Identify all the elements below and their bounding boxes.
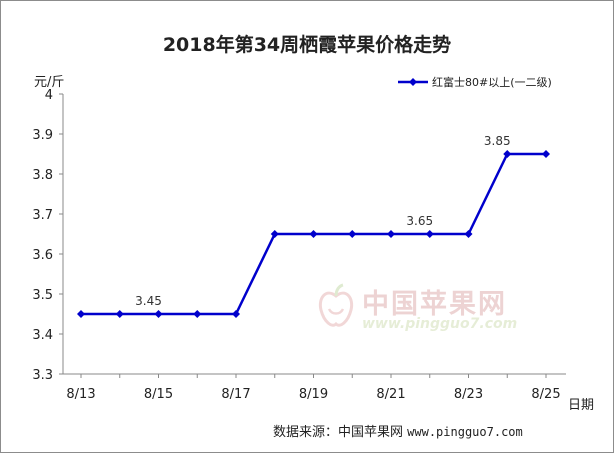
data-labels: 3.45 3.65 3.85 bbox=[135, 134, 510, 308]
data-point bbox=[348, 230, 357, 238]
data-label: 3.65 bbox=[406, 214, 433, 228]
chart-title: 2018年第34周栖霞苹果价格走势 bbox=[162, 34, 452, 56]
y-tick-label: 3.9 bbox=[32, 128, 53, 143]
source-note: 数据来源：中国苹果网 www.pingguo7.com bbox=[273, 421, 523, 440]
y-axis-label: 元/斤 bbox=[34, 75, 64, 90]
y-tick-label: 3.3 bbox=[32, 368, 53, 383]
data-point bbox=[309, 230, 318, 238]
data-label: 3.45 bbox=[135, 294, 162, 308]
legend: 红富士80#以上(一二级) bbox=[398, 75, 552, 89]
data-point bbox=[425, 230, 434, 238]
data-point bbox=[77, 310, 85, 318]
x-tick-label: 8/15 bbox=[144, 387, 173, 402]
x-tick-label: 8/17 bbox=[221, 387, 250, 402]
y-axis-ticks: 3.3 3.4 3.5 3.6 3.7 3.8 3.9 4 bbox=[32, 88, 63, 383]
data-point bbox=[503, 150, 512, 158]
source-label: 数据来源：中国苹果网 bbox=[273, 425, 404, 440]
watermark-url: www.pingguo7.com bbox=[362, 316, 518, 332]
data-point bbox=[270, 230, 279, 238]
y-tick-label: 3.6 bbox=[32, 248, 53, 263]
watermark: 中国苹果网 www.pingguo7.com bbox=[316, 282, 546, 336]
x-tick-label: 8/13 bbox=[66, 387, 95, 402]
x-tick-label: 8/21 bbox=[376, 387, 405, 402]
x-tick-label: 8/23 bbox=[454, 387, 483, 402]
legend-entry: 红富士80#以上(一二级) bbox=[432, 75, 552, 89]
data-point bbox=[464, 230, 473, 238]
series-layer bbox=[77, 150, 550, 318]
data-point bbox=[387, 230, 395, 238]
data-point bbox=[154, 310, 163, 318]
data-point bbox=[542, 150, 550, 158]
data-point bbox=[232, 310, 240, 318]
watermark-name: 中国苹果网 bbox=[362, 289, 507, 320]
data-point bbox=[115, 310, 124, 318]
x-axis-ticks: 8/13 8/15 8/17 8/19 8/21 8/23 8/25 bbox=[66, 374, 561, 402]
apple-logo-icon bbox=[318, 283, 354, 327]
chart-axes bbox=[62, 94, 566, 375]
x-tick-label: 8/19 bbox=[299, 387, 328, 402]
y-tick-label: 3.7 bbox=[32, 208, 53, 223]
x-tick-label: 8/25 bbox=[531, 387, 560, 402]
y-tick-label: 4 bbox=[45, 88, 53, 103]
data-point bbox=[193, 310, 202, 318]
y-tick-label: 3.8 bbox=[32, 168, 53, 183]
y-tick-label: 3.5 bbox=[32, 288, 53, 303]
data-label: 3.85 bbox=[484, 134, 511, 148]
x-axis-label: 日期 bbox=[568, 398, 594, 413]
legend-marker-icon bbox=[409, 78, 417, 86]
y-tick-label: 3.4 bbox=[32, 328, 53, 343]
source-url: www.pingguo7.com bbox=[407, 425, 523, 439]
